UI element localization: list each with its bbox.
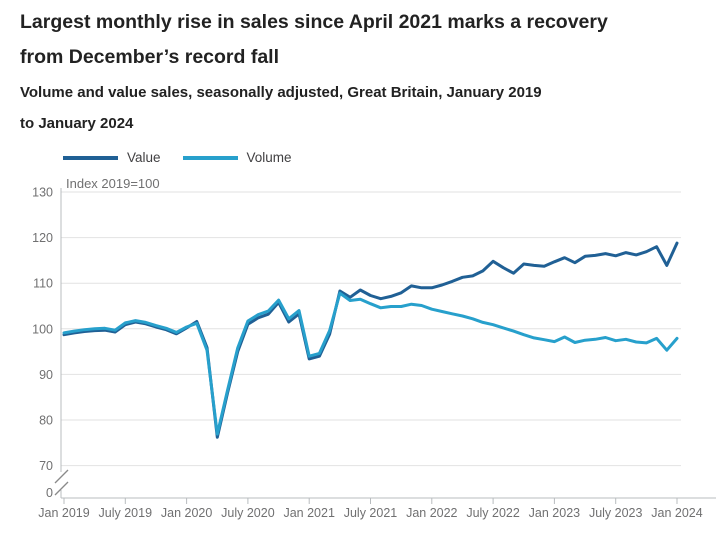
chart-subtitle: Volume and value sales, seasonally adjus… bbox=[0, 77, 721, 139]
chart-subtitle-line-2: to January 2024 bbox=[20, 115, 134, 132]
y-tick-label-zero: 0 bbox=[46, 486, 53, 500]
x-tick-label: July 2021 bbox=[344, 506, 398, 520]
legend-item-volume: Volume bbox=[182, 150, 292, 165]
axis-break-mark bbox=[54, 481, 69, 496]
y-tick-label: 80 bbox=[39, 414, 53, 428]
value-line-swatch bbox=[63, 155, 118, 160]
y-tick-label: 120 bbox=[32, 231, 53, 245]
x-tick-label: Jan 2019 bbox=[38, 506, 89, 520]
y-tick-label: 130 bbox=[32, 186, 53, 200]
x-tick-label: Jan 2024 bbox=[651, 506, 702, 520]
x-tick-label: Jan 2023 bbox=[529, 506, 580, 520]
x-tick-label: July 2022 bbox=[466, 506, 520, 520]
chart-title-line-2: from December’s record fall bbox=[20, 46, 280, 68]
y-tick-label: 70 bbox=[39, 459, 53, 473]
axis-break-mark bbox=[54, 469, 69, 484]
x-tick-label: July 2019 bbox=[99, 506, 153, 520]
x-tick-label: July 2023 bbox=[589, 506, 643, 520]
x-tick-label: Jan 2021 bbox=[283, 506, 334, 520]
chart-title: Largest monthly rise in sales since Apri… bbox=[0, 0, 721, 75]
chart-title-line-1: Largest monthly rise in sales since Apri… bbox=[20, 11, 608, 33]
legend-item-value: Value bbox=[63, 150, 161, 165]
x-tick-label: July 2020 bbox=[221, 506, 275, 520]
y-tick-label: 90 bbox=[39, 368, 53, 382]
legend-label-volume: Volume bbox=[246, 150, 292, 165]
legend-label-value: Value bbox=[127, 150, 161, 165]
chart-subtitle-line-1: Volume and value sales, seasonally adjus… bbox=[20, 84, 542, 101]
y-axis-unit-label: Index 2019=100 bbox=[66, 176, 160, 191]
volume-line-swatch bbox=[182, 155, 238, 160]
x-tick-label: Jan 2022 bbox=[406, 506, 457, 520]
x-tick-label: Jan 2020 bbox=[161, 506, 212, 520]
volume-series-line bbox=[62, 291, 679, 436]
legend: Value Volume bbox=[63, 150, 292, 165]
y-tick-label: 110 bbox=[33, 277, 53, 291]
y-tick-label: 100 bbox=[32, 322, 53, 336]
